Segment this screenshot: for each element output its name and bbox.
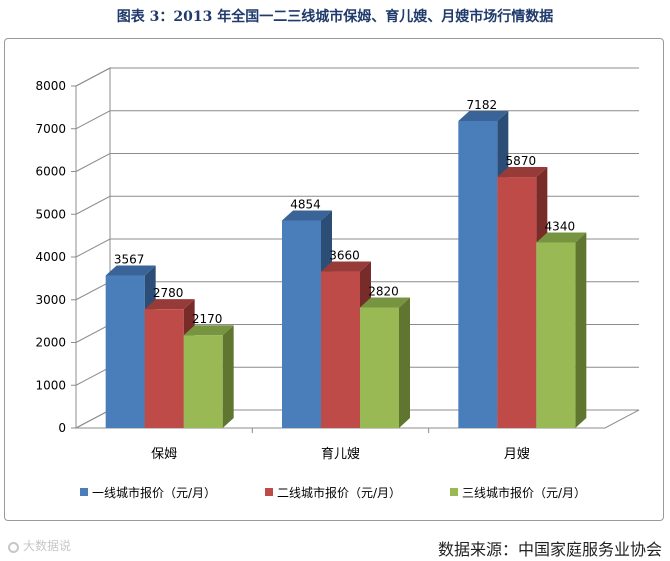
y-tick-label: 7000 — [35, 122, 66, 136]
data-label: 7182 — [467, 98, 498, 112]
data-label: 2820 — [368, 284, 399, 298]
data-label: 2170 — [192, 312, 223, 326]
bar — [360, 307, 399, 428]
data-label: 4854 — [290, 197, 321, 211]
bar — [105, 275, 145, 428]
gridline — [75, 110, 639, 130]
bar — [458, 120, 498, 429]
data-label: 5870 — [506, 154, 537, 168]
legend: 一线城市报价（元/月） 二线城市报价（元/月） 三线城市报价（元/月） — [80, 485, 586, 500]
gridline — [75, 153, 639, 172]
y-tick-label: 4000 — [35, 250, 66, 264]
bar — [144, 309, 184, 428]
y-tick-label: 0 — [58, 421, 66, 435]
y-tick-label: 1000 — [35, 378, 66, 392]
bar-side — [222, 325, 234, 428]
legend-label: 一线城市报价（元/月） — [92, 485, 216, 500]
source-note: 数据来源：中国家庭服务业协会 — [437, 540, 662, 559]
watermark: 大数据说 — [8, 537, 71, 554]
data-labels: 3567 4854 7182 2780 3660 5870 2170 2820 4340 — [114, 98, 575, 326]
bar-top — [183, 325, 234, 336]
legend-swatch — [450, 488, 458, 496]
data-label: 3660 — [329, 249, 360, 263]
legend-label: 三线城市报价（元/月） — [462, 485, 586, 500]
y-tick-label: 8000 — [35, 79, 66, 93]
bar-top — [282, 210, 332, 221]
data-label: 3567 — [114, 253, 145, 267]
x-tick-label: 月嫂 — [504, 447, 530, 462]
y-tick-label: 3000 — [35, 293, 66, 307]
data-label: 4340 — [545, 219, 576, 233]
data-label: 2780 — [153, 286, 184, 300]
bar — [536, 242, 576, 428]
bar-side — [399, 297, 410, 428]
bar-top — [536, 232, 587, 243]
watermark-logo-icon — [8, 542, 19, 553]
bars — [105, 110, 587, 429]
watermark-text: 大数据说 — [23, 539, 72, 553]
bar-top — [360, 297, 410, 308]
chart-title: 图表 3：2013 年全国一二三线城市保姆、育儿嫂、月嫂市场行情数据 — [116, 9, 554, 25]
x-tick-label: 育儿嫂 — [321, 446, 360, 462]
x-axis-ticks: 保姆 育儿嫂 月嫂 — [151, 428, 530, 462]
bar-top — [458, 110, 509, 121]
bar-side — [575, 232, 587, 428]
chart-frame — [4, 38, 664, 521]
gridline — [75, 67, 639, 87]
bar-top — [321, 261, 371, 272]
bar — [183, 335, 223, 428]
y-tick-label: 2000 — [35, 336, 66, 350]
bar — [321, 271, 360, 428]
bar-top — [144, 299, 195, 310]
bar-top — [105, 265, 156, 276]
x-tick-label: 保姆 — [151, 447, 177, 462]
bar-top — [497, 167, 548, 178]
bar — [497, 177, 537, 428]
gridline — [75, 195, 639, 215]
legend-swatch — [80, 488, 88, 496]
legend-swatch — [265, 488, 273, 496]
bar — [282, 220, 321, 428]
y-tick-label: 5000 — [35, 207, 66, 221]
legend-label: 二线城市报价（元/月） — [277, 485, 401, 500]
y-tick-label: 6000 — [35, 165, 66, 179]
y-axis-ticks: 0 1000 2000 3000 4000 5000 6000 7000 8000 — [35, 79, 77, 435]
